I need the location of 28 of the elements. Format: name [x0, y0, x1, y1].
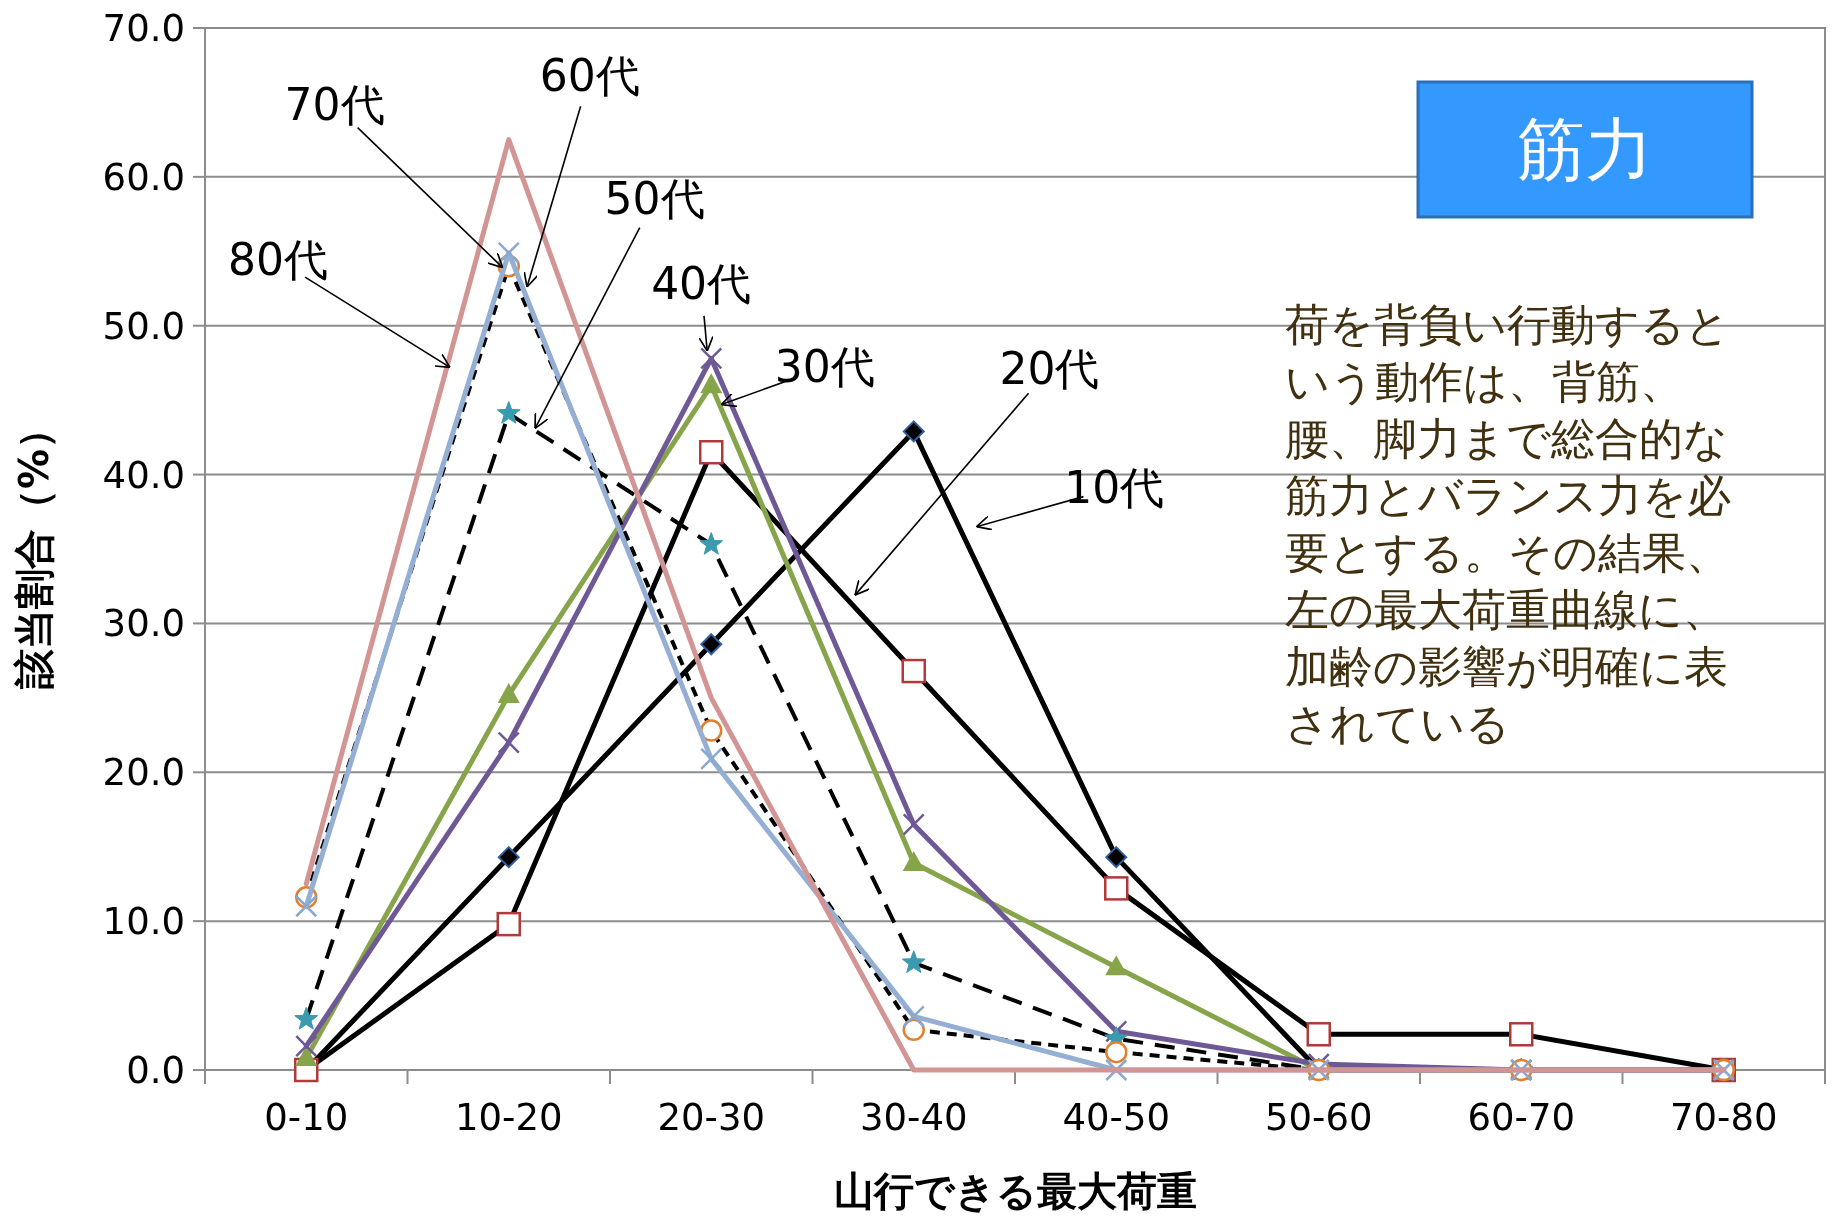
x-tick-label: 50-60	[1264, 1096, 1373, 1139]
y-tick-label: 70.0	[102, 7, 185, 50]
x-tick-label: 30-40	[859, 1096, 968, 1139]
text: 80代	[227, 234, 328, 286]
y-tick-label: 10.0	[102, 900, 185, 944]
x-tick-label: 70-80	[1669, 1096, 1778, 1139]
y-tick-label: 60.0	[102, 155, 185, 199]
series-label: 30代	[774, 341, 875, 393]
x-axis-title: 山行できる最大荷重	[833, 1168, 1197, 1214]
text: 20代	[999, 342, 1100, 394]
x-tick-label: 0-10	[264, 1096, 349, 1139]
y-tick-label: 50.0	[102, 304, 185, 348]
y-tick-label: 20.0	[102, 751, 185, 795]
x-tick-label: 20-30	[657, 1096, 766, 1139]
y-axis-title: 該当割合（%）	[11, 408, 57, 691]
y-tick-label: 30.0	[102, 602, 185, 646]
text: 50代	[604, 173, 705, 225]
x-tick-label: 60-70	[1467, 1096, 1576, 1139]
y-tick-label: 0.0	[126, 1049, 185, 1092]
title: 筋力	[1416, 80, 1754, 219]
x-tick-label: 40-50	[1062, 1096, 1171, 1139]
text: 10代	[1064, 461, 1165, 513]
annotation: 荷を背負い行動するという動作は、背筋、腰、脚力まで総合的な筋力とバランス力を必要とする。その結果、左の最大荷重曲線に、加齢の影響が明確に表されている	[1285, 298, 1732, 751]
text: 60代	[539, 49, 640, 101]
series-label: 40代	[651, 258, 752, 310]
y-tick-label: 40.0	[102, 453, 185, 497]
text: 70代	[284, 79, 385, 131]
x-tick-label: 10-20	[454, 1096, 563, 1139]
